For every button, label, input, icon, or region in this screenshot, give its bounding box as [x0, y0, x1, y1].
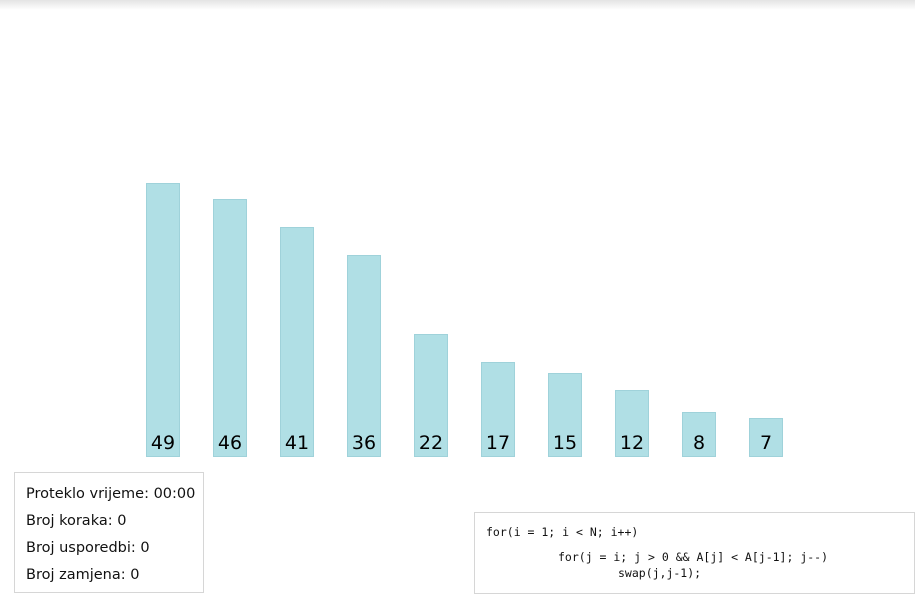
bar-value-label: 41	[284, 432, 310, 454]
bar-5	[481, 362, 515, 457]
bar-1	[213, 199, 247, 457]
bar-value-label: 7	[759, 432, 773, 454]
bar-6	[548, 373, 582, 457]
bar-value-label: 8	[692, 432, 706, 454]
bar-value-label: 46	[217, 432, 243, 454]
elapsed-time: Proteklo vrijeme: 00:00	[26, 486, 196, 502]
bar-value-label: 17	[485, 432, 511, 454]
bar-value-label: 49	[150, 432, 176, 454]
step-count: Broj koraka: 0	[26, 513, 127, 529]
bar-value-label: 36	[351, 432, 377, 454]
comparison-count: Broj usporedbi: 0	[26, 540, 150, 556]
bar-7	[615, 390, 649, 457]
bar-value-label: 22	[418, 432, 444, 454]
bar-value-label: 15	[552, 432, 578, 454]
code-line-inner-loop: for(j = i; j > 0 && A[j] < A[j-1]; j--)	[558, 550, 829, 564]
swap-count: Broj zamjena: 0	[26, 567, 140, 583]
code-line-swap: swap(j,j-1);	[618, 566, 702, 580]
bar-value-label: 12	[619, 432, 645, 454]
sort-visualization: 49 46 41 36 22 17 15 12 8 7	[146, 183, 783, 457]
statistics-panel: Proteklo vrijeme: 00:00 Broj koraka: 0 B…	[14, 472, 204, 593]
bar-0	[146, 183, 180, 457]
bar-9	[749, 418, 783, 457]
code-panel: for(i = 1; i < N; i++) for(j = i; j > 0 …	[474, 512, 915, 594]
bar-8	[682, 412, 716, 457]
bar-4	[414, 334, 448, 457]
window-top-edge	[0, 0, 915, 10]
bar-2	[280, 227, 314, 457]
bar-3	[347, 255, 381, 457]
code-line-outer-loop: for(i = 1; i < N; i++)	[486, 525, 639, 539]
